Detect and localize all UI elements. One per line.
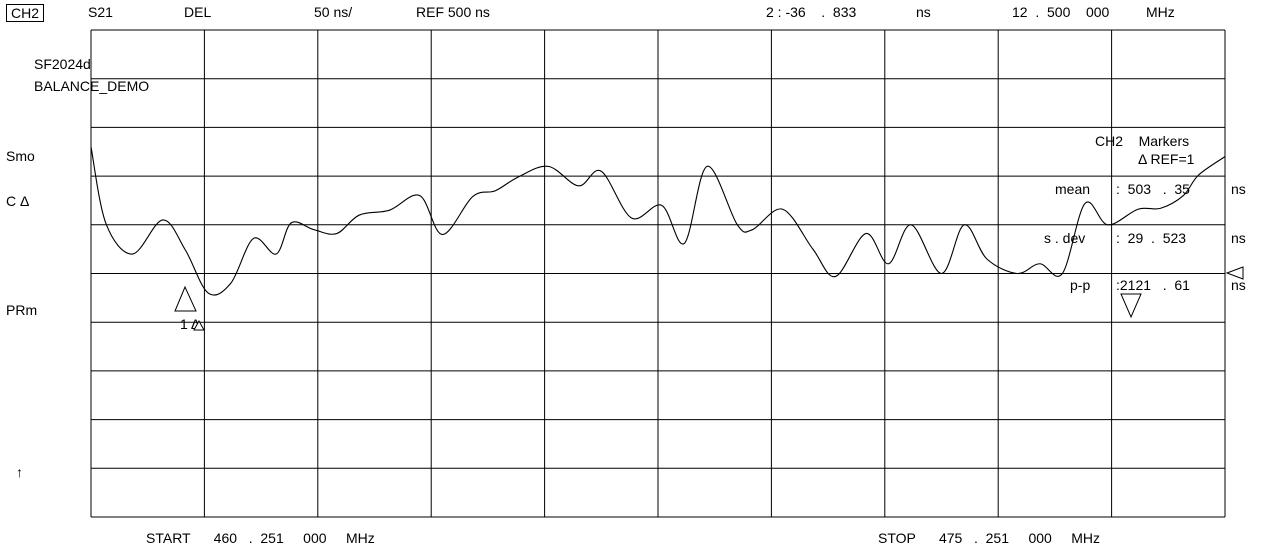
stop-frequency: STOP 475 . 251 000 MHz — [878, 530, 1101, 546]
correction-indicator: C Δ — [6, 193, 30, 209]
marker-1-label: 1 Δ — [180, 316, 201, 332]
marker-1-delta-icon[interactable] — [174, 285, 197, 312]
marker-frequency-unit: MHz — [1146, 4, 1175, 20]
marker-readout-unit: ns — [916, 4, 931, 20]
marker-2-active-icon[interactable] — [1120, 293, 1142, 319]
marker-stat-label: mean — [1055, 181, 1091, 197]
markers-delta-ref: Δ REF=1 — [1138, 151, 1195, 167]
channel-indicator[interactable]: CH2 — [6, 4, 45, 22]
up-arrow-icon: ↑ — [16, 464, 23, 480]
trace-markers — [174, 266, 1244, 331]
scale-label[interactable]: 50 ns/ — [314, 4, 353, 20]
reference-level-icon — [1225, 266, 1244, 280]
delay-trace — [90, 146, 1226, 296]
instrument-id: SF2024d — [34, 56, 91, 72]
marker-1-small-delta-icon — [193, 319, 205, 331]
marker-stat-value: : 503 . 35 — [1116, 181, 1190, 197]
marker-stat-unit: ns — [1231, 230, 1246, 246]
graticule — [90, 29, 1226, 518]
format-label[interactable]: DEL — [184, 4, 212, 20]
demo-name: BALANCE_DEMO — [34, 78, 150, 94]
start-frequency: START 460 . 251 000 MHz — [146, 530, 375, 546]
marker-stat-unit: ns — [1231, 277, 1246, 293]
marker-stat-value: : 29 . 523 — [1116, 230, 1187, 246]
marker-readout: 2 : -36 . 833 — [766, 4, 857, 20]
reference-label[interactable]: REF 500 ns — [416, 4, 490, 20]
marker-stat-value: :2121 . 61 — [1116, 277, 1190, 293]
markers-box-title: CH2 Markers — [1095, 133, 1190, 149]
marker-stat-unit: ns — [1231, 181, 1246, 197]
s-parameter-label[interactable]: S21 — [88, 4, 113, 20]
marker-frequency: 12 . 500 000 — [1012, 4, 1110, 20]
parameter-indicator: PRm — [6, 302, 38, 318]
marker-stat-label: p-p — [1070, 277, 1091, 293]
smoothing-indicator: Smo — [6, 148, 35, 164]
